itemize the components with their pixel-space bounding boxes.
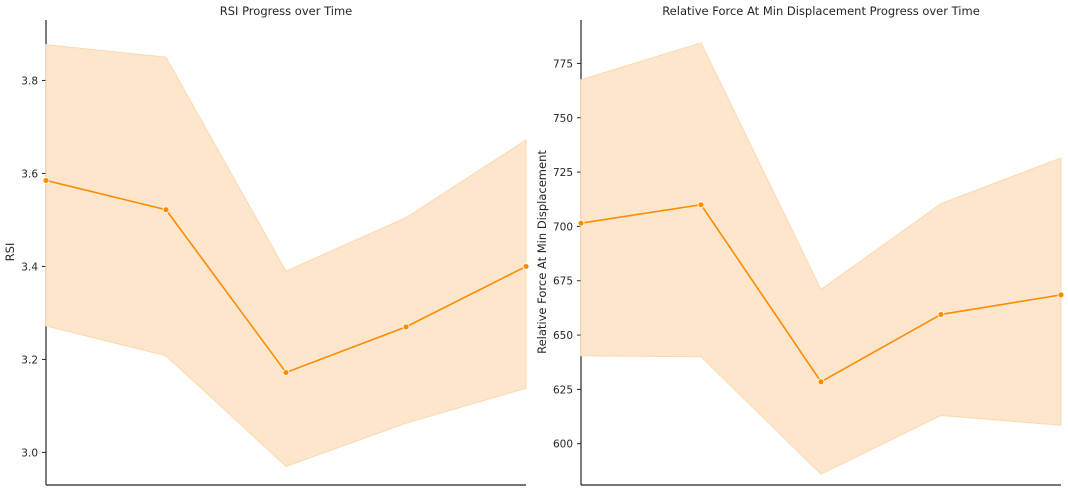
force-y-tick-label: 700 (553, 221, 573, 233)
force-data-point (937, 311, 945, 318)
rsi-data-point (282, 369, 290, 376)
force-y-ticks: 600 625 650 675 700 725 750 775 (553, 58, 581, 451)
rsi-y-axis-label: RSI (3, 243, 17, 262)
force-chart-title: Relative Force At Min Displacement Progr… (662, 4, 980, 18)
rsi-data-point (402, 323, 410, 331)
force-data-point (817, 378, 825, 386)
force-series-points (577, 201, 1065, 386)
rsi-y-ticks: 3.0 3.2 3.4 3.6 3.8 (21, 75, 46, 459)
force-y-tick-label: 775 (553, 58, 573, 70)
rsi-y-tick-label: 3.8 (21, 75, 38, 87)
rsi-data-point (522, 263, 530, 270)
rsi-chart-panel: RSI Progress over Time RSI 3.03.23.43.63… (3, 4, 530, 486)
rsi-series-points (42, 177, 530, 376)
force-y-tick-label: 675 (553, 276, 573, 288)
force-data-point (577, 219, 585, 227)
rsi-y-tick-label: 3.6 (21, 168, 38, 180)
rsi-data-point (162, 206, 170, 214)
force-data-point (1057, 291, 1065, 299)
force-confidence-band (580, 42, 1062, 475)
rsi-y-tick-label: 3.0 (21, 447, 38, 459)
force-chart-panel: Relative Force At Min Displacement Progr… (535, 4, 1065, 486)
force-y-tick-label: 650 (553, 330, 573, 342)
force-data-point (697, 201, 705, 209)
rsi-confidence-band (45, 44, 527, 467)
force-y-tick-label: 725 (553, 167, 573, 179)
force-y-tick-label: 750 (553, 113, 573, 125)
rsi-chart-title: RSI Progress over Time (220, 4, 353, 18)
rsi-y-tick-label: 3.2 (21, 354, 38, 366)
rsi-data-point (42, 177, 50, 184)
force-y-axis-label: Relative Force At Min Displacement (535, 150, 549, 354)
force-y-tick-label: 625 (553, 384, 573, 396)
force-y-tick-label: 600 (553, 439, 573, 451)
rsi-y-tick-label: 3.4 (21, 261, 38, 273)
